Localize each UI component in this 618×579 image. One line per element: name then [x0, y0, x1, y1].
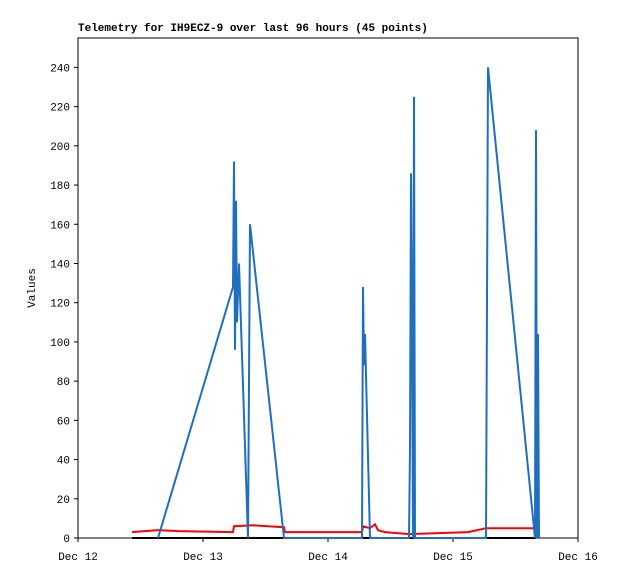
chart-title: Telemetry for IH9ECZ-9 over last 96 hour…: [78, 23, 428, 35]
y-tick-label: 40: [57, 456, 70, 468]
x-tick-label: Dec 14: [308, 552, 348, 564]
y-tick-label: 220: [50, 103, 70, 115]
y-tick-label: 80: [57, 377, 70, 389]
y-tick-label: 180: [50, 181, 70, 193]
y-tick-label: 0: [63, 534, 70, 546]
y-tick-label: 100: [50, 338, 70, 350]
y-axis-label: Values: [27, 268, 39, 308]
series-line: [157, 67, 540, 539]
x-tick-label: Dec 15: [433, 552, 473, 564]
x-tick-label: Dec 13: [183, 552, 223, 564]
y-tick-label: 240: [50, 63, 70, 75]
plot-frame: [77, 37, 579, 539]
y-tick-label: 20: [57, 495, 70, 507]
y-tick-label: 140: [50, 259, 70, 271]
x-tick-label: Dec 16: [558, 552, 598, 564]
y-tick-label: 160: [50, 220, 70, 232]
y-tick-label: 120: [50, 299, 70, 311]
x-tick-label: Dec 12: [58, 552, 98, 564]
series-line: [131, 522, 536, 536]
y-tick-label: 200: [50, 142, 70, 154]
y-tick-label: 60: [57, 416, 70, 428]
